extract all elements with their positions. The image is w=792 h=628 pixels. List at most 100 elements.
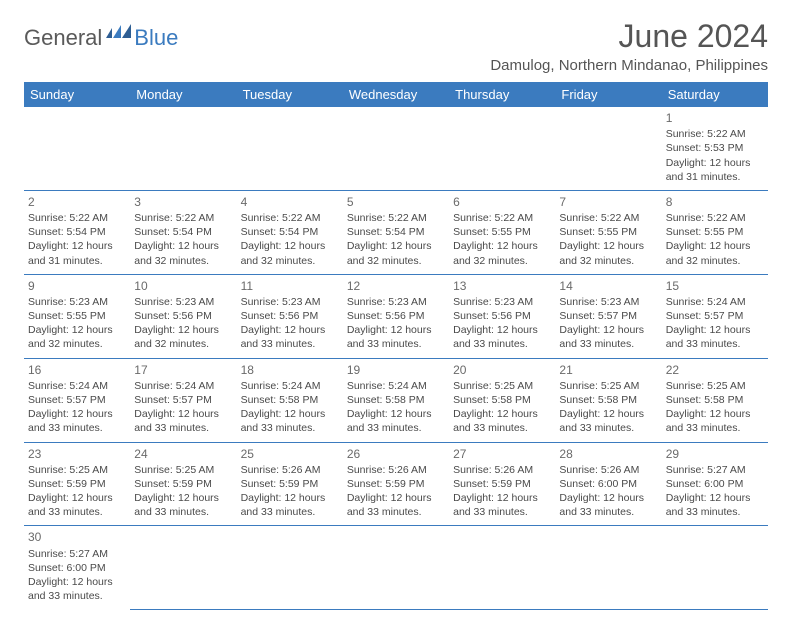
day-number: 15: [666, 278, 764, 294]
sunrise-line: Sunrise: 5:27 AM: [666, 463, 764, 477]
day-number: 13: [453, 278, 551, 294]
sunrise-line: Sunrise: 5:23 AM: [241, 295, 339, 309]
sunrise-line: Sunrise: 5:23 AM: [559, 295, 657, 309]
weekday-friday: Friday: [555, 82, 661, 107]
sunrise-line: Sunrise: 5:24 AM: [666, 295, 764, 309]
daylight-line: Daylight: 12 hours and 33 minutes.: [666, 491, 764, 519]
sunset-line: Sunset: 5:59 PM: [347, 477, 445, 491]
day-number: 25: [241, 446, 339, 462]
calendar-row: 1Sunrise: 5:22 AMSunset: 5:53 PMDaylight…: [24, 107, 768, 190]
sunrise-line: Sunrise: 5:22 AM: [453, 211, 551, 225]
calendar-cell: 5Sunrise: 5:22 AMSunset: 5:54 PMDaylight…: [343, 190, 449, 274]
weekday-tuesday: Tuesday: [237, 82, 343, 107]
calendar-cell: 4Sunrise: 5:22 AMSunset: 5:54 PMDaylight…: [237, 190, 343, 274]
day-number: 30: [28, 529, 126, 545]
sunset-line: Sunset: 5:55 PM: [453, 225, 551, 239]
day-number: 16: [28, 362, 126, 378]
daylight-line: Daylight: 12 hours and 33 minutes.: [28, 575, 126, 603]
daylight-line: Daylight: 12 hours and 33 minutes.: [241, 491, 339, 519]
sunrise-line: Sunrise: 5:26 AM: [559, 463, 657, 477]
weekday-thursday: Thursday: [449, 82, 555, 107]
sunset-line: Sunset: 6:00 PM: [666, 477, 764, 491]
sunset-line: Sunset: 6:00 PM: [559, 477, 657, 491]
sunrise-line: Sunrise: 5:23 AM: [134, 295, 232, 309]
calendar-cell: 19Sunrise: 5:24 AMSunset: 5:58 PMDayligh…: [343, 358, 449, 442]
calendar-cell: 26Sunrise: 5:26 AMSunset: 5:59 PMDayligh…: [343, 442, 449, 526]
daylight-line: Daylight: 12 hours and 32 minutes.: [134, 239, 232, 267]
day-number: 23: [28, 446, 126, 462]
daylight-line: Daylight: 12 hours and 33 minutes.: [559, 407, 657, 435]
day-number: 20: [453, 362, 551, 378]
calendar-cell: [343, 526, 449, 609]
sunrise-line: Sunrise: 5:22 AM: [347, 211, 445, 225]
calendar-cell: 27Sunrise: 5:26 AMSunset: 5:59 PMDayligh…: [449, 442, 555, 526]
sunset-line: Sunset: 5:56 PM: [241, 309, 339, 323]
weekday-header-row: Sunday Monday Tuesday Wednesday Thursday…: [24, 82, 768, 107]
calendar-cell: 2Sunrise: 5:22 AMSunset: 5:54 PMDaylight…: [24, 190, 130, 274]
day-number: 7: [559, 194, 657, 210]
sunset-line: Sunset: 5:55 PM: [666, 225, 764, 239]
month-title: June 2024: [490, 18, 768, 55]
sunset-line: Sunset: 5:58 PM: [559, 393, 657, 407]
weekday-monday: Monday: [130, 82, 236, 107]
day-number: 19: [347, 362, 445, 378]
daylight-line: Daylight: 12 hours and 33 minutes.: [347, 491, 445, 519]
calendar-cell: 24Sunrise: 5:25 AMSunset: 5:59 PMDayligh…: [130, 442, 236, 526]
daylight-line: Daylight: 12 hours and 32 minutes.: [134, 323, 232, 351]
sunset-line: Sunset: 5:53 PM: [666, 141, 764, 155]
calendar-cell: [24, 107, 130, 190]
sunset-line: Sunset: 5:54 PM: [347, 225, 445, 239]
sunrise-line: Sunrise: 5:24 AM: [28, 379, 126, 393]
daylight-line: Daylight: 12 hours and 33 minutes.: [559, 323, 657, 351]
daylight-line: Daylight: 12 hours and 33 minutes.: [453, 491, 551, 519]
weekday-saturday: Saturday: [662, 82, 768, 107]
calendar-cell: 13Sunrise: 5:23 AMSunset: 5:56 PMDayligh…: [449, 274, 555, 358]
day-number: 3: [134, 194, 232, 210]
calendar-cell: [343, 107, 449, 190]
sunrise-line: Sunrise: 5:24 AM: [241, 379, 339, 393]
sunset-line: Sunset: 5:55 PM: [28, 309, 126, 323]
day-number: 22: [666, 362, 764, 378]
sunrise-line: Sunrise: 5:27 AM: [28, 547, 126, 561]
sunset-line: Sunset: 5:56 PM: [134, 309, 232, 323]
sunrise-line: Sunrise: 5:23 AM: [28, 295, 126, 309]
calendar-row: 23Sunrise: 5:25 AMSunset: 5:59 PMDayligh…: [24, 442, 768, 526]
daylight-line: Daylight: 12 hours and 32 minutes.: [241, 239, 339, 267]
sunrise-line: Sunrise: 5:25 AM: [28, 463, 126, 477]
day-number: 18: [241, 362, 339, 378]
sunset-line: Sunset: 5:57 PM: [559, 309, 657, 323]
daylight-line: Daylight: 12 hours and 33 minutes.: [453, 323, 551, 351]
sunset-line: Sunset: 5:55 PM: [559, 225, 657, 239]
day-number: 24: [134, 446, 232, 462]
day-number: 29: [666, 446, 764, 462]
day-number: 14: [559, 278, 657, 294]
calendar-cell: [130, 107, 236, 190]
sunrise-line: Sunrise: 5:25 AM: [134, 463, 232, 477]
calendar-cell: [449, 526, 555, 609]
calendar-cell: 6Sunrise: 5:22 AMSunset: 5:55 PMDaylight…: [449, 190, 555, 274]
calendar-cell: [237, 526, 343, 609]
calendar-cell: 9Sunrise: 5:23 AMSunset: 5:55 PMDaylight…: [24, 274, 130, 358]
daylight-line: Daylight: 12 hours and 32 minutes.: [453, 239, 551, 267]
header: General Blue June 2024 Damulog, Northern…: [24, 18, 768, 74]
sunrise-line: Sunrise: 5:26 AM: [453, 463, 551, 477]
calendar-cell: 16Sunrise: 5:24 AMSunset: 5:57 PMDayligh…: [24, 358, 130, 442]
sunset-line: Sunset: 5:56 PM: [347, 309, 445, 323]
daylight-line: Daylight: 12 hours and 33 minutes.: [134, 491, 232, 519]
calendar-row: 2Sunrise: 5:22 AMSunset: 5:54 PMDaylight…: [24, 190, 768, 274]
calendar-cell: 10Sunrise: 5:23 AMSunset: 5:56 PMDayligh…: [130, 274, 236, 358]
calendar-cell: 29Sunrise: 5:27 AMSunset: 6:00 PMDayligh…: [662, 442, 768, 526]
daylight-line: Daylight: 12 hours and 33 minutes.: [666, 323, 764, 351]
calendar-cell: 20Sunrise: 5:25 AMSunset: 5:58 PMDayligh…: [449, 358, 555, 442]
calendar-cell: 18Sunrise: 5:24 AMSunset: 5:58 PMDayligh…: [237, 358, 343, 442]
daylight-line: Daylight: 12 hours and 32 minutes.: [666, 239, 764, 267]
sunrise-line: Sunrise: 5:22 AM: [134, 211, 232, 225]
daylight-line: Daylight: 12 hours and 33 minutes.: [347, 407, 445, 435]
location-label: Damulog, Northern Mindanao, Philippines: [490, 57, 768, 74]
calendar-cell: 15Sunrise: 5:24 AMSunset: 5:57 PMDayligh…: [662, 274, 768, 358]
calendar-cell: [130, 526, 236, 609]
sunset-line: Sunset: 5:57 PM: [28, 393, 126, 407]
daylight-line: Daylight: 12 hours and 31 minutes.: [28, 239, 126, 267]
sunset-line: Sunset: 5:59 PM: [241, 477, 339, 491]
calendar-cell: [449, 107, 555, 190]
